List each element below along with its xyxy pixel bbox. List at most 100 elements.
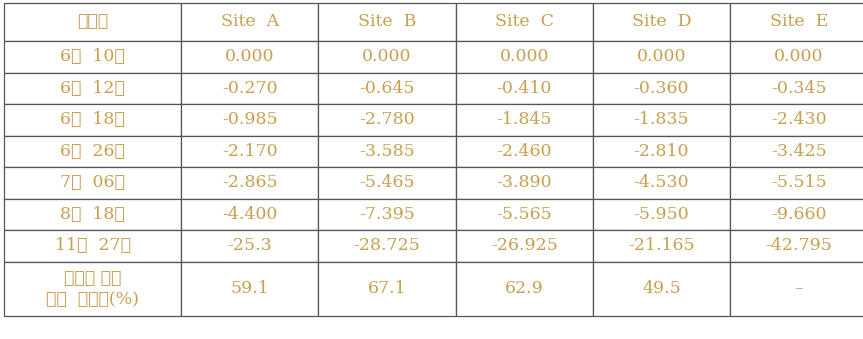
Bar [318, 41, 456, 73]
Bar [4, 136, 181, 167]
Bar [593, 167, 730, 199]
Text: -7.395: -7.395 [359, 206, 415, 223]
Text: Site  A: Site A [221, 13, 279, 31]
Text: 11월  27일: 11월 27일 [54, 237, 131, 255]
Bar [181, 136, 318, 167]
Text: Site  C: Site C [494, 13, 554, 31]
Text: 6월  26일: 6월 26일 [60, 143, 125, 160]
Text: -5.950: -5.950 [633, 206, 690, 223]
Text: -3.425: -3.425 [771, 143, 827, 160]
Bar [730, 136, 863, 167]
Text: 8월  18일: 8월 18일 [60, 206, 125, 223]
Bar [456, 41, 593, 73]
Text: -5.515: -5.515 [771, 174, 827, 192]
Bar [318, 73, 456, 104]
Bar [4, 167, 181, 199]
Text: -0.345: -0.345 [771, 80, 827, 97]
Text: -1.845: -1.845 [496, 111, 552, 128]
Bar [593, 73, 730, 104]
Text: -21.165: -21.165 [628, 237, 695, 255]
Text: -0.410: -0.410 [496, 80, 552, 97]
Bar [4, 199, 181, 230]
Bar [456, 230, 593, 262]
Text: 계측일: 계측일 [77, 13, 109, 31]
Text: -1.835: -1.835 [633, 111, 690, 128]
Bar [181, 167, 318, 199]
Bar [181, 262, 318, 316]
Bar [730, 167, 863, 199]
Text: Site  E: Site E [770, 13, 828, 31]
Bar [318, 199, 456, 230]
Text: -4.400: -4.400 [222, 206, 278, 223]
Text: -5.465: -5.465 [359, 174, 415, 192]
Text: 49.5: 49.5 [642, 280, 681, 297]
Bar [730, 104, 863, 136]
Bar [4, 262, 181, 316]
Text: -42.795: -42.795 [765, 237, 832, 255]
Text: 59.1: 59.1 [230, 280, 269, 297]
Bar [181, 3, 318, 41]
Text: -2.170: -2.170 [222, 143, 278, 160]
Text: 0.000: 0.000 [362, 48, 412, 65]
Text: –: – [795, 280, 803, 297]
Bar [4, 73, 181, 104]
Bar [730, 41, 863, 73]
Text: -0.985: -0.985 [222, 111, 278, 128]
Bar [4, 230, 181, 262]
Text: -2.780: -2.780 [359, 111, 415, 128]
Text: Site  B: Site B [358, 13, 416, 31]
Text: -0.360: -0.360 [633, 80, 690, 97]
Text: 0.000: 0.000 [637, 48, 686, 65]
Bar [4, 41, 181, 73]
Bar [730, 3, 863, 41]
Bar [456, 104, 593, 136]
Text: -2.865: -2.865 [222, 174, 278, 192]
Text: 6월  12일: 6월 12일 [60, 80, 125, 97]
Text: 0.000: 0.000 [225, 48, 274, 65]
Text: 무보강 단면
대비  침하율(%): 무보강 단면 대비 침하율(%) [47, 270, 139, 308]
Bar [456, 262, 593, 316]
Text: -9.660: -9.660 [771, 206, 827, 223]
Text: 62.9: 62.9 [505, 280, 544, 297]
Text: -2.460: -2.460 [496, 143, 552, 160]
Bar [181, 104, 318, 136]
Bar [730, 73, 863, 104]
Text: -0.270: -0.270 [222, 80, 278, 97]
Bar [456, 199, 593, 230]
Bar [318, 262, 456, 316]
Bar [318, 167, 456, 199]
Bar [593, 41, 730, 73]
Text: 7월  06일: 7월 06일 [60, 174, 125, 192]
Text: -0.645: -0.645 [359, 80, 415, 97]
Bar [181, 73, 318, 104]
Bar [318, 3, 456, 41]
Bar [593, 3, 730, 41]
Bar [456, 136, 593, 167]
Bar [4, 104, 181, 136]
Bar [181, 199, 318, 230]
Text: 0.000: 0.000 [774, 48, 823, 65]
Text: -3.585: -3.585 [359, 143, 415, 160]
Text: 6월  18일: 6월 18일 [60, 111, 125, 128]
Bar [318, 104, 456, 136]
Bar [456, 73, 593, 104]
Text: -2.810: -2.810 [633, 143, 690, 160]
Text: 0.000: 0.000 [500, 48, 549, 65]
Bar [593, 262, 730, 316]
Text: -5.565: -5.565 [496, 206, 552, 223]
Bar [456, 3, 593, 41]
Bar [318, 136, 456, 167]
Text: -26.925: -26.925 [491, 237, 557, 255]
Bar [4, 3, 181, 41]
Text: Site  D: Site D [632, 13, 691, 31]
Bar [318, 230, 456, 262]
Text: -25.3: -25.3 [228, 237, 272, 255]
Bar [593, 104, 730, 136]
Text: -4.530: -4.530 [633, 174, 690, 192]
Bar [181, 41, 318, 73]
Bar [593, 136, 730, 167]
Bar [456, 167, 593, 199]
Text: -2.430: -2.430 [771, 111, 827, 128]
Bar [593, 230, 730, 262]
Text: 67.1: 67.1 [368, 280, 406, 297]
